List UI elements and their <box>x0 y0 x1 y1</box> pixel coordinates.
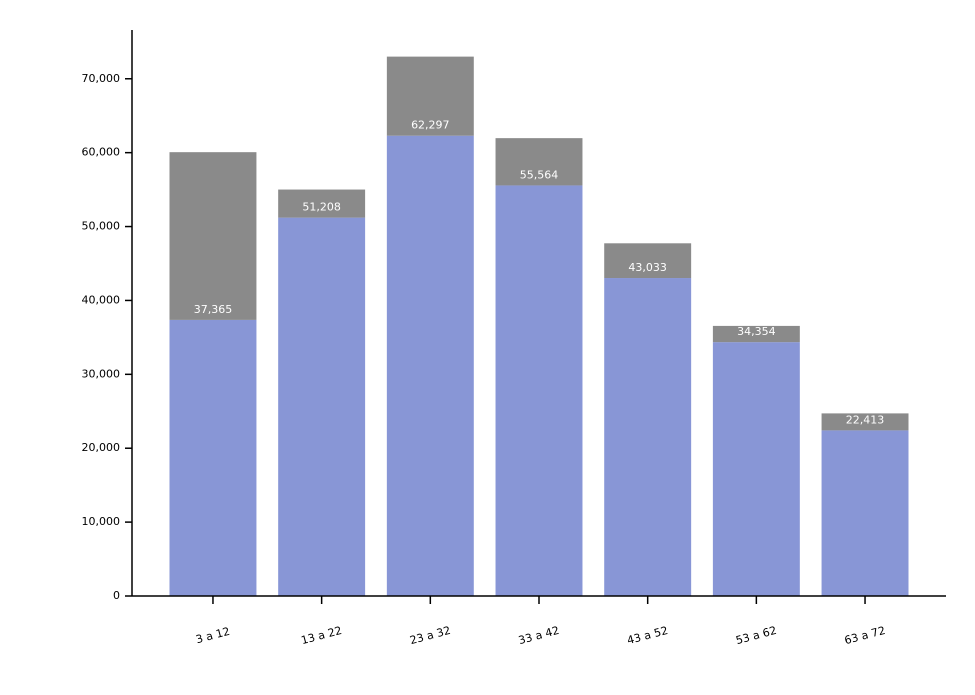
y-tick-label: 70,000 <box>82 72 121 85</box>
y-tick-label: 0 <box>113 589 120 602</box>
x-tick-label: 63 a 72 <box>843 624 887 647</box>
y-tick-label: 40,000 <box>82 293 121 306</box>
x-tick-label: 13 a 22 <box>300 624 344 647</box>
bar-segment <box>712 325 800 343</box>
value-label: 55,564 <box>520 168 559 181</box>
y-tick-label: 50,000 <box>82 220 121 233</box>
bar-segment <box>821 430 909 596</box>
y-tick-label: 30,000 <box>82 367 121 380</box>
bar-segment <box>169 152 257 320</box>
x-tick-label: 3 a 12 <box>194 625 231 647</box>
bar-segment <box>386 135 474 596</box>
value-label: 37,365 <box>194 303 233 316</box>
x-tick-label: 23 a 32 <box>408 624 452 647</box>
bar-segment <box>821 413 909 431</box>
bar-segment <box>169 319 257 596</box>
value-label: 62,297 <box>411 119 450 132</box>
bar-segment <box>604 278 692 596</box>
bar-segment <box>604 243 692 279</box>
value-label: 43,033 <box>628 261 667 274</box>
value-label: 51,208 <box>302 201 341 214</box>
x-tick-label: 53 a 62 <box>734 624 778 647</box>
bar-segment <box>278 189 366 218</box>
x-tick-label: 43 a 52 <box>626 624 670 647</box>
bar-segment <box>386 56 474 136</box>
y-tick-label: 10,000 <box>82 515 121 528</box>
x-tick-label: 33 a 42 <box>517 624 561 647</box>
value-label: 22,413 <box>846 413 885 426</box>
y-tick-label: 60,000 <box>82 146 121 159</box>
bar-segment <box>495 138 583 186</box>
bar-segment <box>278 217 366 596</box>
bar-segment <box>495 185 583 596</box>
value-label: 34,354 <box>737 325 776 338</box>
bar-segment <box>712 342 800 596</box>
y-tick-label: 20,000 <box>82 441 121 454</box>
